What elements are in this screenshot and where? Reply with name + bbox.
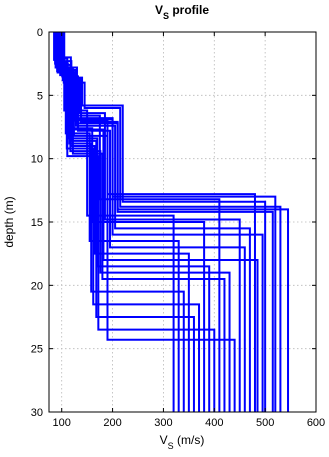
x-tick-label: 600 xyxy=(307,417,325,429)
vs-profile-line xyxy=(56,32,259,412)
y-tick-label: 30 xyxy=(31,407,43,419)
y-tick-label: 25 xyxy=(31,344,43,356)
y-axis-label: depth (m) xyxy=(2,196,16,247)
y-tick-label: 20 xyxy=(31,280,43,292)
vs-profile-line xyxy=(61,32,241,412)
vs-profile-line xyxy=(60,32,236,412)
series-group xyxy=(53,32,290,412)
vs-profile-line xyxy=(58,32,231,412)
x-tick-label: 200 xyxy=(103,417,121,429)
x-tick-labels: 100 200 300 400 500 600 xyxy=(53,417,326,429)
y-tick-label: 10 xyxy=(31,154,43,166)
y-tick-label: 0 xyxy=(37,27,43,39)
x-axis-label: VS (m/s) xyxy=(160,433,205,451)
chart-title: VS profile xyxy=(155,3,209,21)
y-tick-label: 15 xyxy=(31,217,43,229)
vs-profile-line xyxy=(61,32,246,412)
x-tick-label: 400 xyxy=(205,417,223,429)
x-tick-label: 500 xyxy=(256,417,274,429)
vs-profile-line xyxy=(62,32,274,412)
x-tick-label: 100 xyxy=(53,417,71,429)
vs-profile-line xyxy=(56,32,185,412)
y-tick-labels: 0 5 10 15 20 25 30 xyxy=(31,27,43,419)
x-tick-label: 300 xyxy=(154,417,172,429)
tick-marks xyxy=(49,31,317,413)
y-tick-label: 5 xyxy=(37,90,43,102)
